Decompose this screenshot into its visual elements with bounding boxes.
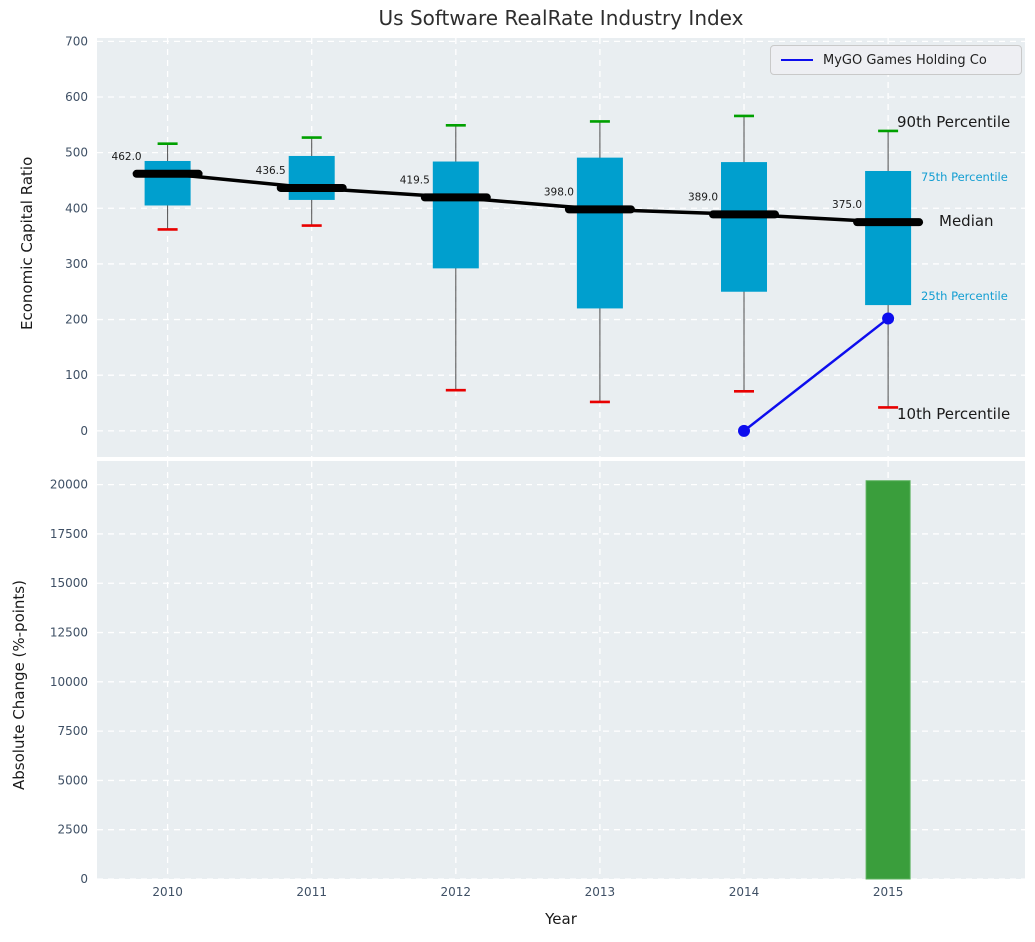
chart-title: Us Software RealRate Industry Index	[378, 6, 744, 30]
median-value-label: 398.0	[544, 186, 574, 198]
bottom-y-tick-label: 12500	[50, 626, 88, 640]
bottom-y-tick-label: 20000	[50, 478, 88, 492]
bottom-y-tick-label: 2500	[57, 823, 88, 837]
annotation-25th-percentile: 25th Percentile	[921, 289, 1008, 303]
bottom-y-axis-label: Absolute Change (%-points)	[10, 580, 28, 790]
median-value-label: 462.0	[112, 151, 142, 163]
median-value-label: 375.0	[832, 199, 862, 211]
percentile-box	[721, 162, 768, 292]
top-y-tick-label: 400	[65, 201, 88, 215]
annotation-10th-percentile: 10th Percentile	[897, 405, 1011, 423]
percentile-box	[865, 170, 912, 306]
percentile-box	[576, 157, 623, 309]
x-axis-label: Year	[545, 910, 577, 928]
top-y-tick-label: 700	[65, 34, 88, 48]
x-tick-label: 2011	[296, 885, 327, 899]
percentile-box	[432, 161, 479, 269]
median-value-label: 419.5	[400, 174, 430, 186]
company-series-point	[738, 424, 751, 437]
top-y-tick-label: 300	[65, 257, 88, 271]
bottom-y-tick-label: 15000	[50, 576, 88, 590]
bottom-y-tick-label: 7500	[57, 724, 88, 738]
top-y-tick-label: 500	[65, 146, 88, 160]
annotation-75th-percentile: 75th Percentile	[921, 170, 1008, 184]
change-bar	[865, 480, 911, 880]
top-y-tick-label: 0	[80, 424, 88, 438]
x-tick-label: 2012	[441, 885, 472, 899]
bottom-y-tick-label: 10000	[50, 675, 88, 689]
company-series-line	[743, 317, 889, 432]
legend-line-sample-icon	[781, 59, 813, 61]
percentile-box	[288, 155, 335, 200]
percentile-box	[144, 160, 191, 206]
top-y-axis-label: Economic Capital Ratio	[18, 156, 36, 330]
legend-label: MyGO Games Holding Co	[823, 52, 987, 68]
x-tick-label: 2014	[729, 885, 760, 899]
annotation-median: Median	[939, 212, 994, 230]
x-tick-label: 2010	[152, 885, 183, 899]
x-tick-label: 2013	[585, 885, 616, 899]
median-value-label: 389.0	[688, 191, 718, 203]
top-y-tick-label: 100	[65, 368, 88, 382]
bottom-y-tick-label: 5000	[57, 773, 88, 787]
x-tick-label: 2015	[873, 885, 904, 899]
top-y-tick-label: 200	[65, 313, 88, 327]
company-series-point	[882, 312, 895, 325]
bottom-y-tick-label: 0	[80, 872, 88, 886]
bottom-y-tick-label: 17500	[50, 527, 88, 541]
annotation-90th-percentile: 90th Percentile	[897, 113, 1011, 131]
top-y-tick-label: 600	[65, 90, 88, 104]
median-value-label: 436.5	[256, 165, 286, 177]
legend: MyGO Games Holding Co	[770, 45, 1022, 75]
